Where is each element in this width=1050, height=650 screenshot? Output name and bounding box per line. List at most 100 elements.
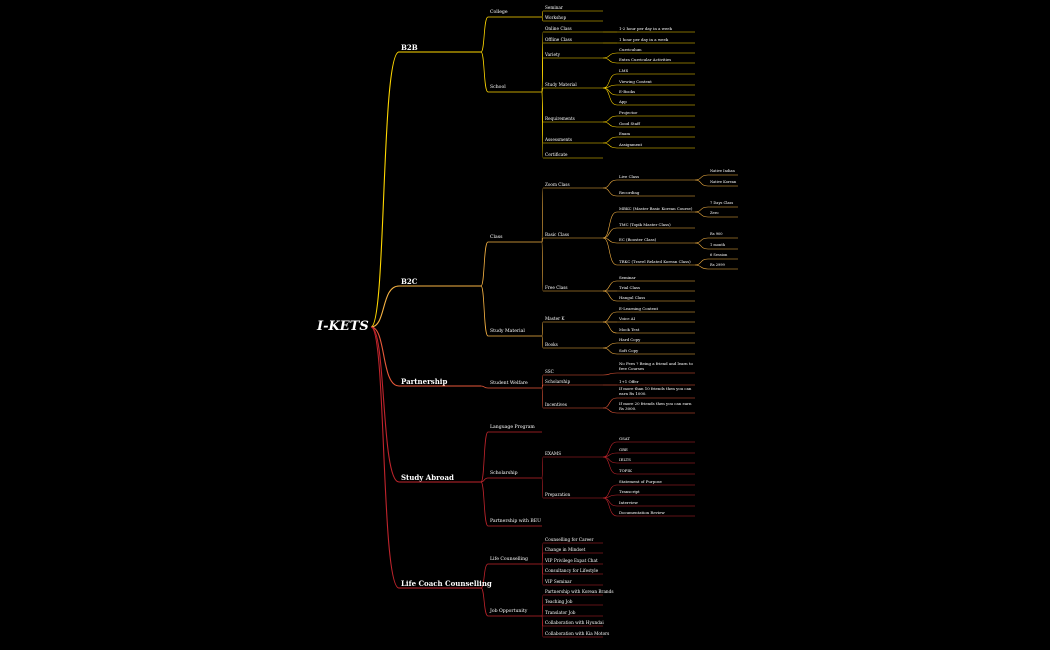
node-voice-ai[interactable]: Voice AI	[619, 315, 636, 321]
node-curriculum[interactable]: Curriculum	[619, 46, 642, 52]
connector-app	[602, 87, 618, 106]
node-vip-privilege-expat-chat[interactable]: VIP Privilege Expat Chat	[545, 557, 598, 563]
node-scholarship[interactable]: Scholarship	[490, 470, 518, 476]
central-topic[interactable]: I-KETS	[317, 318, 369, 334]
node-gsat[interactable]: GSAT	[619, 435, 630, 441]
node-partnership-with-beu[interactable]: Partnership with BEU	[490, 518, 541, 524]
node-extra-curricular-activities[interactable]: Extra Curricular Activities	[619, 56, 672, 62]
node-master-k[interactable]: Master K	[545, 315, 565, 321]
node-topik[interactable]: TOPIK	[619, 467, 632, 473]
node-app[interactable]: App	[619, 98, 627, 104]
node-rs-900[interactable]: Rs 900	[710, 231, 723, 236]
connector-1-month	[694, 242, 709, 250]
connector-language-program	[480, 431, 489, 483]
node-partnership-with-korean-brands[interactable]: Partnership with Korean Brands	[545, 588, 614, 594]
node-counselling-for-career[interactable]: Counselling for Career	[545, 536, 594, 542]
connector-good-staff	[602, 121, 618, 128]
node-exam[interactable]: Exam	[619, 130, 631, 136]
node-interview[interactable]: Interview	[619, 499, 638, 505]
node-assessments[interactable]: Assessments	[545, 136, 573, 142]
connector-hard-copy	[602, 342, 618, 349]
node-study-material[interactable]: Study Material	[490, 328, 525, 334]
node-school[interactable]: School	[490, 84, 506, 90]
node-class[interactable]: Class	[490, 234, 503, 240]
node-native-korean[interactable]: Native Korean	[710, 179, 737, 184]
node-language-program[interactable]: Language Program	[490, 424, 535, 430]
node-tmc-topik-master-class[interactable]: TMC (Topik Master Class)	[619, 221, 671, 227]
node-collaboration-with-kia-motors[interactable]: Collaboration with Kia Motors	[545, 630, 610, 636]
node-if-more-20-friends-then-you-can-earn-rs-3000[interactable]: If more 20 friends then you can earn Rs …	[619, 400, 692, 411]
node-live-class[interactable]: Live Class	[619, 173, 640, 179]
node-if-more-than-10-friends-then-you-can-earn-rs-1000[interactable]: If more than 10 friends then you can ear…	[619, 385, 692, 396]
node-1-hour-per-day-in-a-week[interactable]: 1 hour per day in a week	[619, 36, 669, 42]
node-job-opportunity[interactable]: Job Opportunity	[490, 608, 528, 614]
main-topic-study-abroad[interactable]: Study Abroad	[401, 472, 454, 482]
node-basic-class[interactable]: Basic Class	[545, 231, 570, 237]
node-6-session[interactable]: 6 Session	[710, 252, 728, 257]
node-preparation[interactable]: Preparation	[545, 491, 571, 497]
main-topic-partnership[interactable]: Partnership	[401, 376, 448, 386]
node-offline-class[interactable]: Offline Class	[545, 36, 572, 42]
node-college[interactable]: College	[490, 9, 508, 15]
node-7-days-class[interactable]: 7 Days Class	[710, 200, 734, 205]
node-workshop[interactable]: Workshop	[545, 14, 567, 20]
node-mock-test[interactable]: Mock Test	[619, 326, 640, 332]
node-1-2-hour-per-day-in-a-week[interactable]: 1-2 hour per day in a week	[619, 25, 672, 31]
main-topic-b2b[interactable]: B2B	[401, 42, 418, 52]
node-hard-copy[interactable]: Hard Copy	[619, 336, 641, 342]
node-free-class[interactable]: Free Class	[545, 284, 568, 290]
node-variety[interactable]: Variety	[545, 51, 561, 57]
node-seminar[interactable]: Seminar	[619, 274, 636, 280]
node-student-welfare[interactable]: Student Welfare	[490, 380, 528, 386]
node-e-learning-content[interactable]: E-Learning Content	[619, 305, 659, 311]
node-life-counselling[interactable]: Life Counselling	[490, 556, 528, 562]
node-good-staff[interactable]: Good Staff	[619, 120, 640, 126]
connector-recording	[602, 187, 618, 197]
node-hangul-class[interactable]: Hangul Class	[619, 294, 646, 300]
node-assignment[interactable]: Assignment	[619, 141, 643, 147]
node-consultancy-for-lifestyle[interactable]: Consultancy for Lifestyle	[545, 567, 599, 573]
node-projector[interactable]: Projector	[619, 109, 638, 115]
connector-mock-test	[602, 321, 618, 334]
node-recording[interactable]: Recording	[619, 189, 640, 195]
node-vip-seminar[interactable]: VIP Seminar	[545, 578, 572, 584]
node-requirements[interactable]: Requirements	[545, 115, 575, 121]
node-exams[interactable]: EXAMS	[545, 450, 562, 456]
node-incentives[interactable]: Incentives	[545, 401, 567, 407]
node-trial-class[interactable]: Trial Class	[619, 284, 641, 290]
node-zero[interactable]: Zero	[710, 210, 719, 215]
main-topic-b2c[interactable]: B2C	[401, 276, 418, 286]
main-topic-life-coach-counselling[interactable]: Life Coach Counselling	[401, 578, 492, 588]
connector-tmc-topik-master-class	[602, 227, 618, 239]
node-study-material[interactable]: Study Material	[545, 81, 577, 87]
node-translator-job[interactable]: Translator Job	[545, 609, 576, 615]
node-scholarship[interactable]: Scholarship	[545, 378, 571, 384]
node-online-class[interactable]: Online Class	[545, 25, 572, 31]
node-rs-2999[interactable]: Rs 2999	[710, 262, 725, 267]
node-teaching-job[interactable]: Teaching Job	[545, 598, 573, 604]
node-mbkc-master-basic-korean-course[interactable]: MBKC (Master Basic Korean Course)	[619, 205, 693, 211]
connector-collaboration-with-kia-motors	[541, 615, 544, 638]
node-viewing-content[interactable]: Viewing Content	[619, 78, 652, 84]
node-gre[interactable]: GRE	[619, 446, 628, 452]
node-soft-copy[interactable]: Soft Copy	[619, 347, 639, 353]
node-books[interactable]: Books	[545, 341, 558, 347]
node-documentation-review[interactable]: Documentation Review	[619, 509, 665, 515]
node-trkc-travel-related-korean-class[interactable]: TRKC (Travel Related Korean Class)	[619, 258, 691, 264]
node-e-books[interactable]: E-Books	[619, 88, 636, 94]
node-1-1-offer[interactable]: 1+1 Offer	[619, 378, 639, 384]
node-transcript[interactable]: Transcript	[619, 488, 640, 494]
node-ec-booster-class[interactable]: EC (Booster Class)	[619, 236, 657, 242]
node-lms[interactable]: LMS	[619, 67, 629, 73]
node-no-fees-being-a-friend-and-learn-to-free-courses[interactable]: No Fees ? Being a friend and learn to fr…	[619, 360, 693, 371]
node-ssc[interactable]: SSC	[545, 368, 554, 374]
node-seminar[interactable]: Seminar	[545, 4, 563, 10]
node-zoom-class[interactable]: Zoom Class	[545, 181, 570, 187]
node-statement-of-purpose[interactable]: Statement of Purpose	[619, 478, 662, 484]
node-certificate[interactable]: Certificate	[545, 151, 568, 157]
node-1-month[interactable]: 1 month	[710, 242, 726, 247]
node-change-in-mindset[interactable]: Change in Mindset	[545, 546, 586, 552]
node-ielts[interactable]: IELTS	[619, 456, 631, 462]
node-native-indian[interactable]: Native Indian	[710, 168, 735, 173]
node-collaboration-with-hyundai[interactable]: Collaboration with Hyundai	[545, 619, 604, 625]
